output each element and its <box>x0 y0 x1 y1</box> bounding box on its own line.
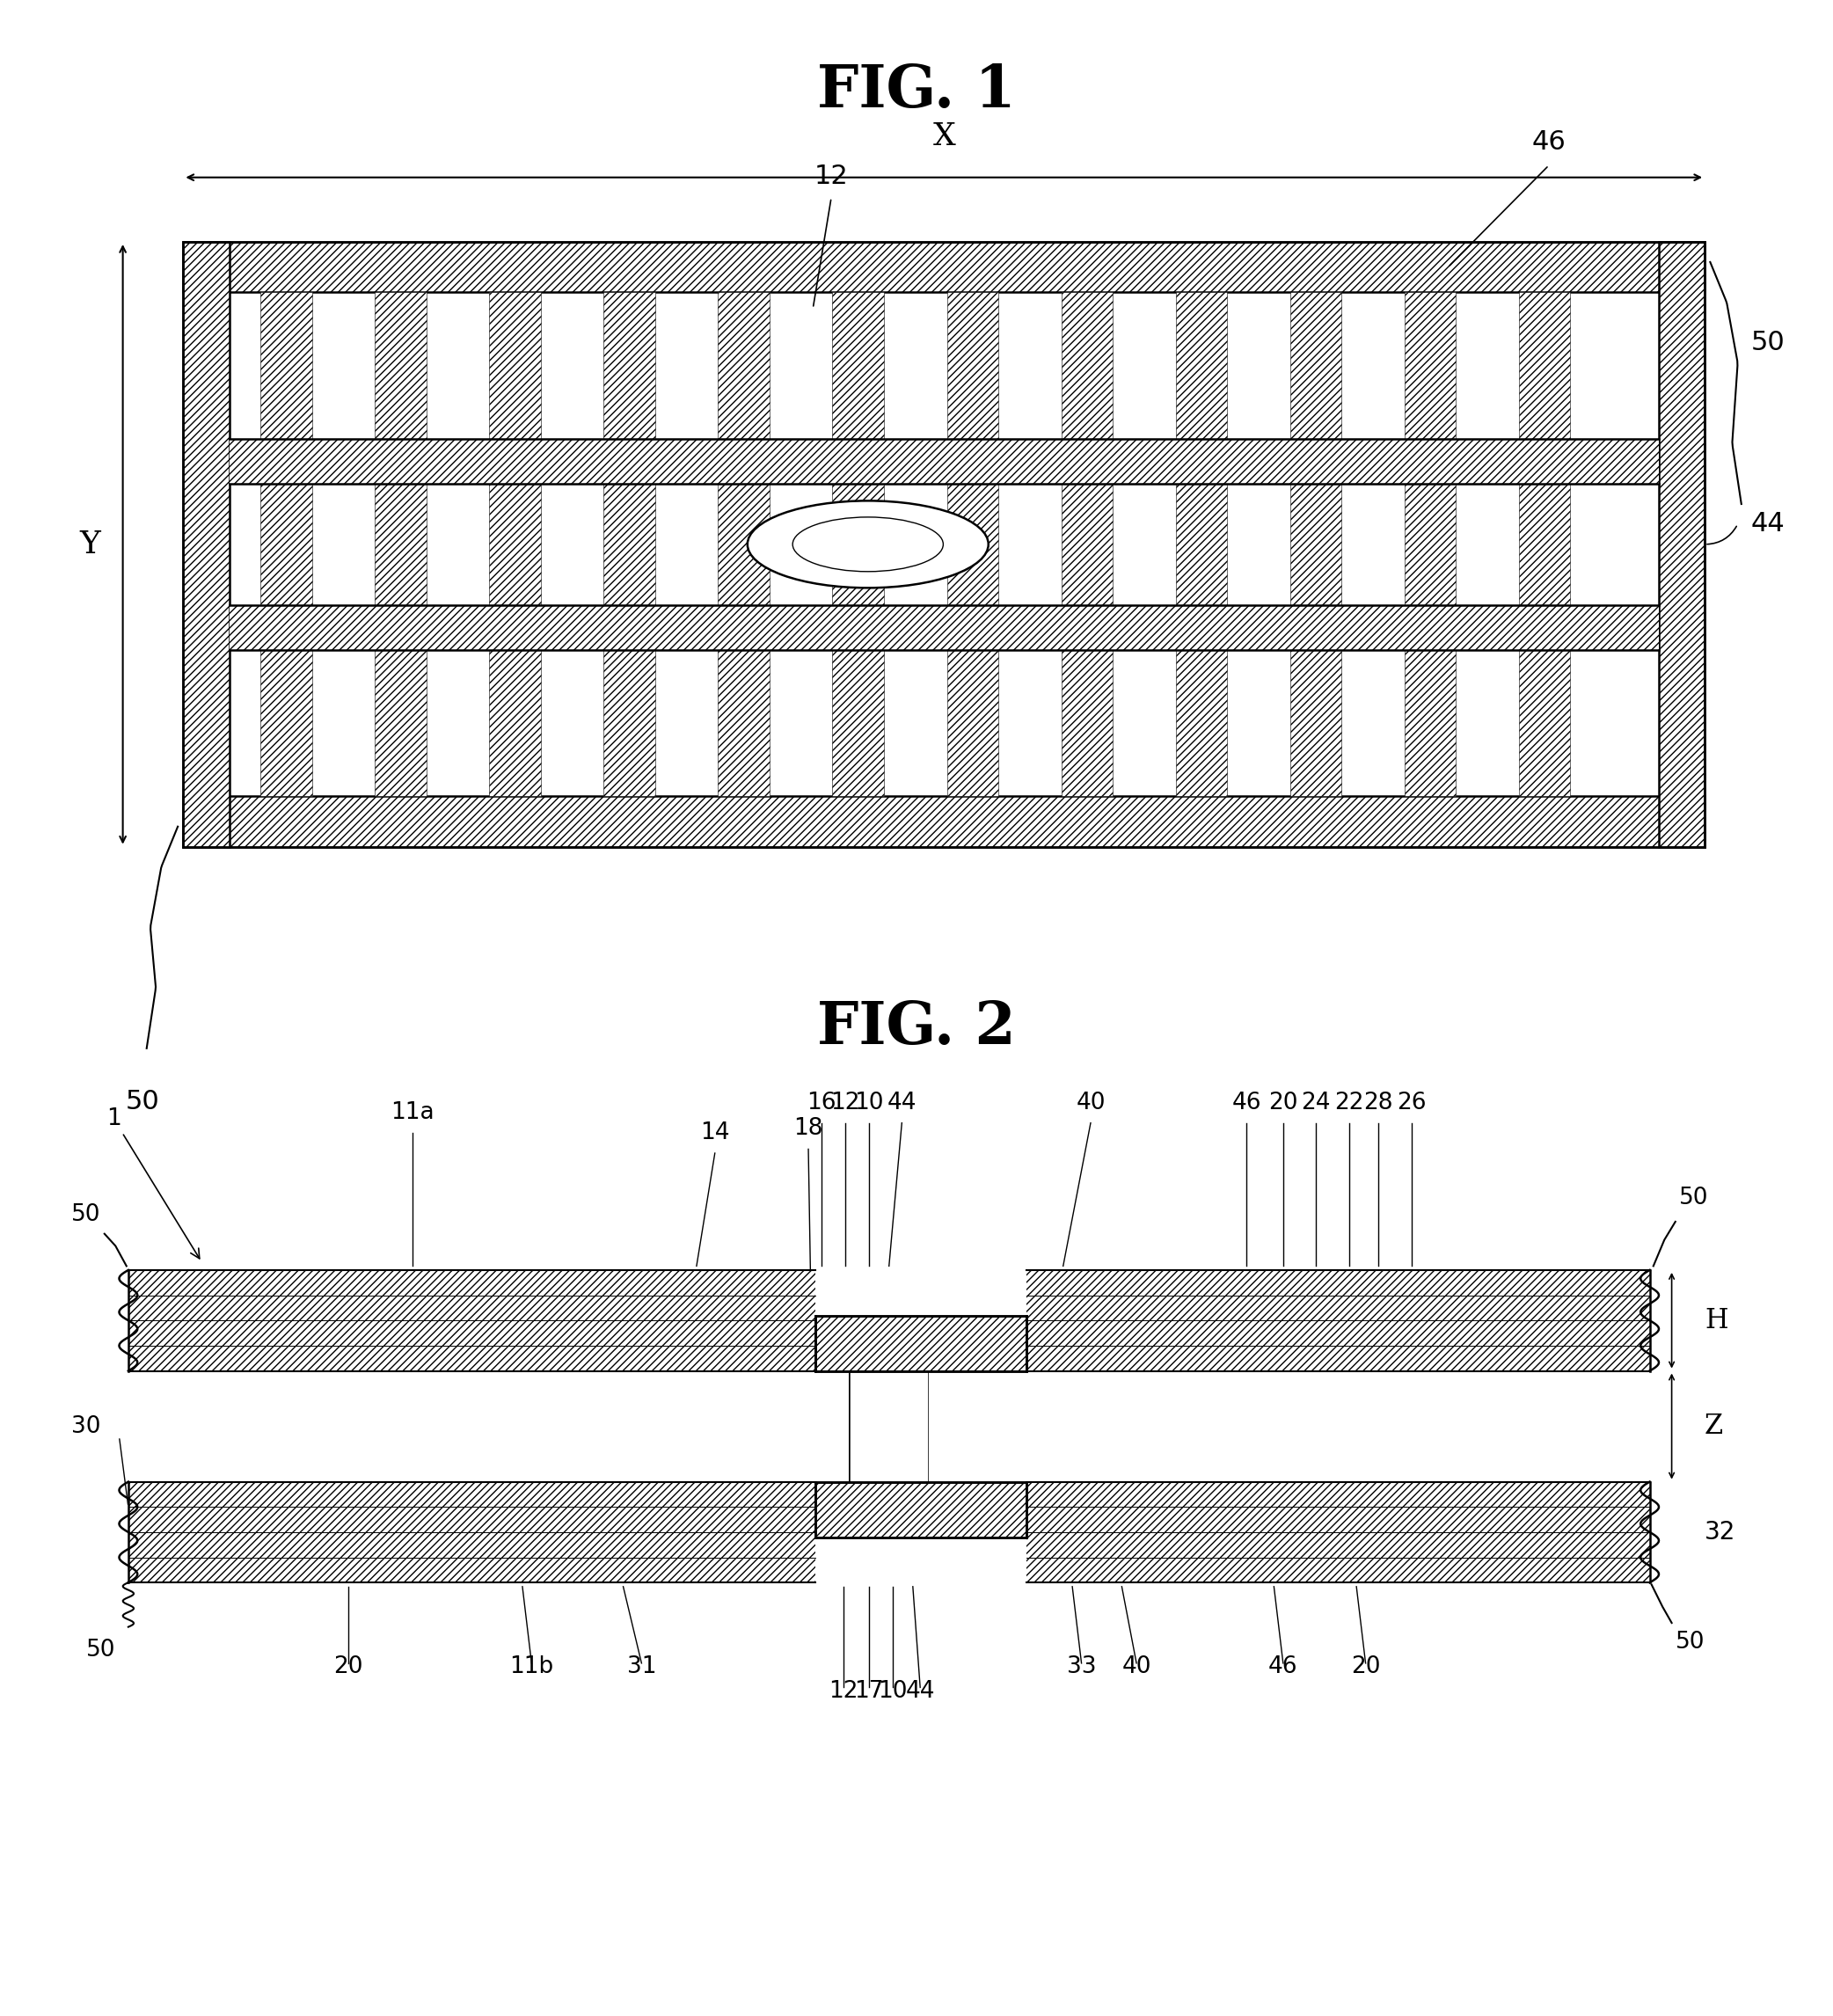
Bar <box>1026 1320 1650 1347</box>
Text: 50: 50 <box>1679 1187 1708 1210</box>
Text: 12: 12 <box>830 1091 860 1115</box>
Text: 28: 28 <box>1364 1091 1393 1115</box>
Bar <box>929 1371 1026 1482</box>
Bar <box>1404 292 1455 796</box>
Bar <box>183 242 1705 292</box>
Bar <box>816 1371 849 1482</box>
Text: 12: 12 <box>814 163 849 190</box>
Bar <box>1026 1508 1650 1532</box>
Text: FIG. 1: FIG. 1 <box>818 62 1015 119</box>
Bar <box>128 1347 816 1371</box>
Text: 33: 33 <box>1067 1655 1096 1679</box>
Bar <box>128 1508 816 1532</box>
Bar <box>489 292 541 796</box>
Text: 50: 50 <box>86 1639 115 1661</box>
Text: 20: 20 <box>1351 1655 1380 1679</box>
Text: 22: 22 <box>1334 1091 1364 1115</box>
Bar <box>1026 1270 1650 1296</box>
Text: 20: 20 <box>1268 1091 1298 1115</box>
Text: 44: 44 <box>887 1091 916 1115</box>
Text: 10: 10 <box>878 1679 907 1704</box>
Text: 11a: 11a <box>390 1101 434 1125</box>
Bar <box>260 292 312 796</box>
Text: 30: 30 <box>71 1415 101 1437</box>
Text: 1: 1 <box>106 1107 200 1258</box>
Text: FIG. 2: FIG. 2 <box>818 1000 1015 1056</box>
Text: 40: 40 <box>1076 1091 1105 1115</box>
Text: H: H <box>1705 1306 1729 1335</box>
Text: 20: 20 <box>334 1655 363 1679</box>
Bar <box>719 292 770 796</box>
Bar <box>1175 292 1226 796</box>
Text: 50: 50 <box>126 1089 159 1115</box>
Text: 16: 16 <box>807 1091 836 1115</box>
Text: 17: 17 <box>854 1679 884 1704</box>
Bar <box>603 292 654 796</box>
Bar <box>128 1556 816 1583</box>
Bar <box>128 1296 816 1320</box>
Bar <box>183 242 1705 847</box>
Bar <box>816 1314 1026 1371</box>
Bar <box>128 1532 816 1556</box>
Bar <box>1061 292 1113 796</box>
Bar <box>1290 292 1342 796</box>
Bar <box>128 1482 816 1508</box>
Text: Y: Y <box>81 530 101 558</box>
Text: 24: 24 <box>1301 1091 1331 1115</box>
Bar <box>1026 1532 1650 1556</box>
Text: 44: 44 <box>906 1679 935 1704</box>
Bar <box>376 292 427 796</box>
Text: X: X <box>933 121 955 151</box>
Bar <box>183 242 229 847</box>
Bar <box>832 292 884 796</box>
Text: 46: 46 <box>1232 1091 1261 1115</box>
Bar <box>816 1482 1026 1536</box>
Bar <box>128 1320 816 1347</box>
Bar <box>948 292 999 796</box>
Bar <box>1026 1296 1650 1320</box>
Text: 18: 18 <box>794 1117 823 1141</box>
Bar <box>229 605 1659 649</box>
Text: 10: 10 <box>854 1091 884 1115</box>
Text: 11b: 11b <box>510 1655 554 1679</box>
Bar <box>1026 1556 1650 1583</box>
Text: 12: 12 <box>829 1679 858 1704</box>
Text: 14: 14 <box>700 1121 730 1145</box>
Text: Z: Z <box>1705 1413 1723 1439</box>
Bar <box>1659 242 1705 847</box>
Text: 40: 40 <box>1122 1655 1151 1679</box>
Bar <box>229 439 1659 484</box>
Bar <box>1026 1482 1650 1508</box>
Text: 32: 32 <box>1705 1520 1736 1544</box>
Bar <box>1026 1347 1650 1371</box>
Bar <box>1520 292 1571 796</box>
Text: 50: 50 <box>1751 331 1785 355</box>
Bar <box>128 1270 816 1296</box>
Bar <box>849 1371 929 1482</box>
Bar <box>229 292 1659 796</box>
Text: 26: 26 <box>1397 1091 1426 1115</box>
Ellipse shape <box>748 500 988 589</box>
Text: 44: 44 <box>1751 512 1785 536</box>
Text: 46: 46 <box>1268 1655 1298 1679</box>
Bar <box>183 796 1705 847</box>
Text: 50: 50 <box>1675 1631 1705 1653</box>
Text: 46: 46 <box>1532 129 1565 155</box>
Text: 31: 31 <box>627 1655 656 1679</box>
Text: 50: 50 <box>71 1204 101 1226</box>
